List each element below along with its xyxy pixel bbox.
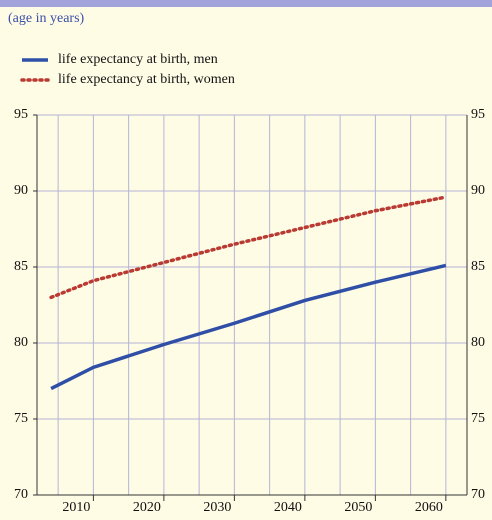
legend-label: life expectancy at birth, women xyxy=(58,72,235,87)
y2-tick-label: 90 xyxy=(471,183,485,198)
y-tick-label: 85 xyxy=(14,259,28,274)
y2-tick-label: 75 xyxy=(471,411,485,426)
y-tick-label: 70 xyxy=(14,487,28,502)
x-tick-label: 2020 xyxy=(133,500,161,515)
y2-tick-label: 70 xyxy=(471,487,485,502)
top-band xyxy=(0,0,492,7)
x-tick-label: 2040 xyxy=(274,500,302,515)
plot-area xyxy=(37,115,467,495)
y2-tick-label: 95 xyxy=(471,107,485,122)
y-tick-label: 90 xyxy=(14,183,28,198)
y2-tick-label: 85 xyxy=(471,259,485,274)
y-tick-label: 80 xyxy=(14,335,28,350)
x-tick-label: 2050 xyxy=(344,500,372,515)
data-line xyxy=(50,263,447,391)
data-line xyxy=(49,195,448,300)
y-tick-label: 75 xyxy=(14,411,28,426)
y-tick-label: 95 xyxy=(14,107,28,122)
y2-tick-label: 80 xyxy=(471,335,485,350)
chart-subtitle: (age in years) xyxy=(8,11,85,26)
x-tick-label: 2060 xyxy=(415,500,443,515)
x-tick-label: 2010 xyxy=(62,500,90,515)
x-tick-label: 2030 xyxy=(203,500,231,515)
legend-label: life expectancy at birth, men xyxy=(58,52,218,67)
